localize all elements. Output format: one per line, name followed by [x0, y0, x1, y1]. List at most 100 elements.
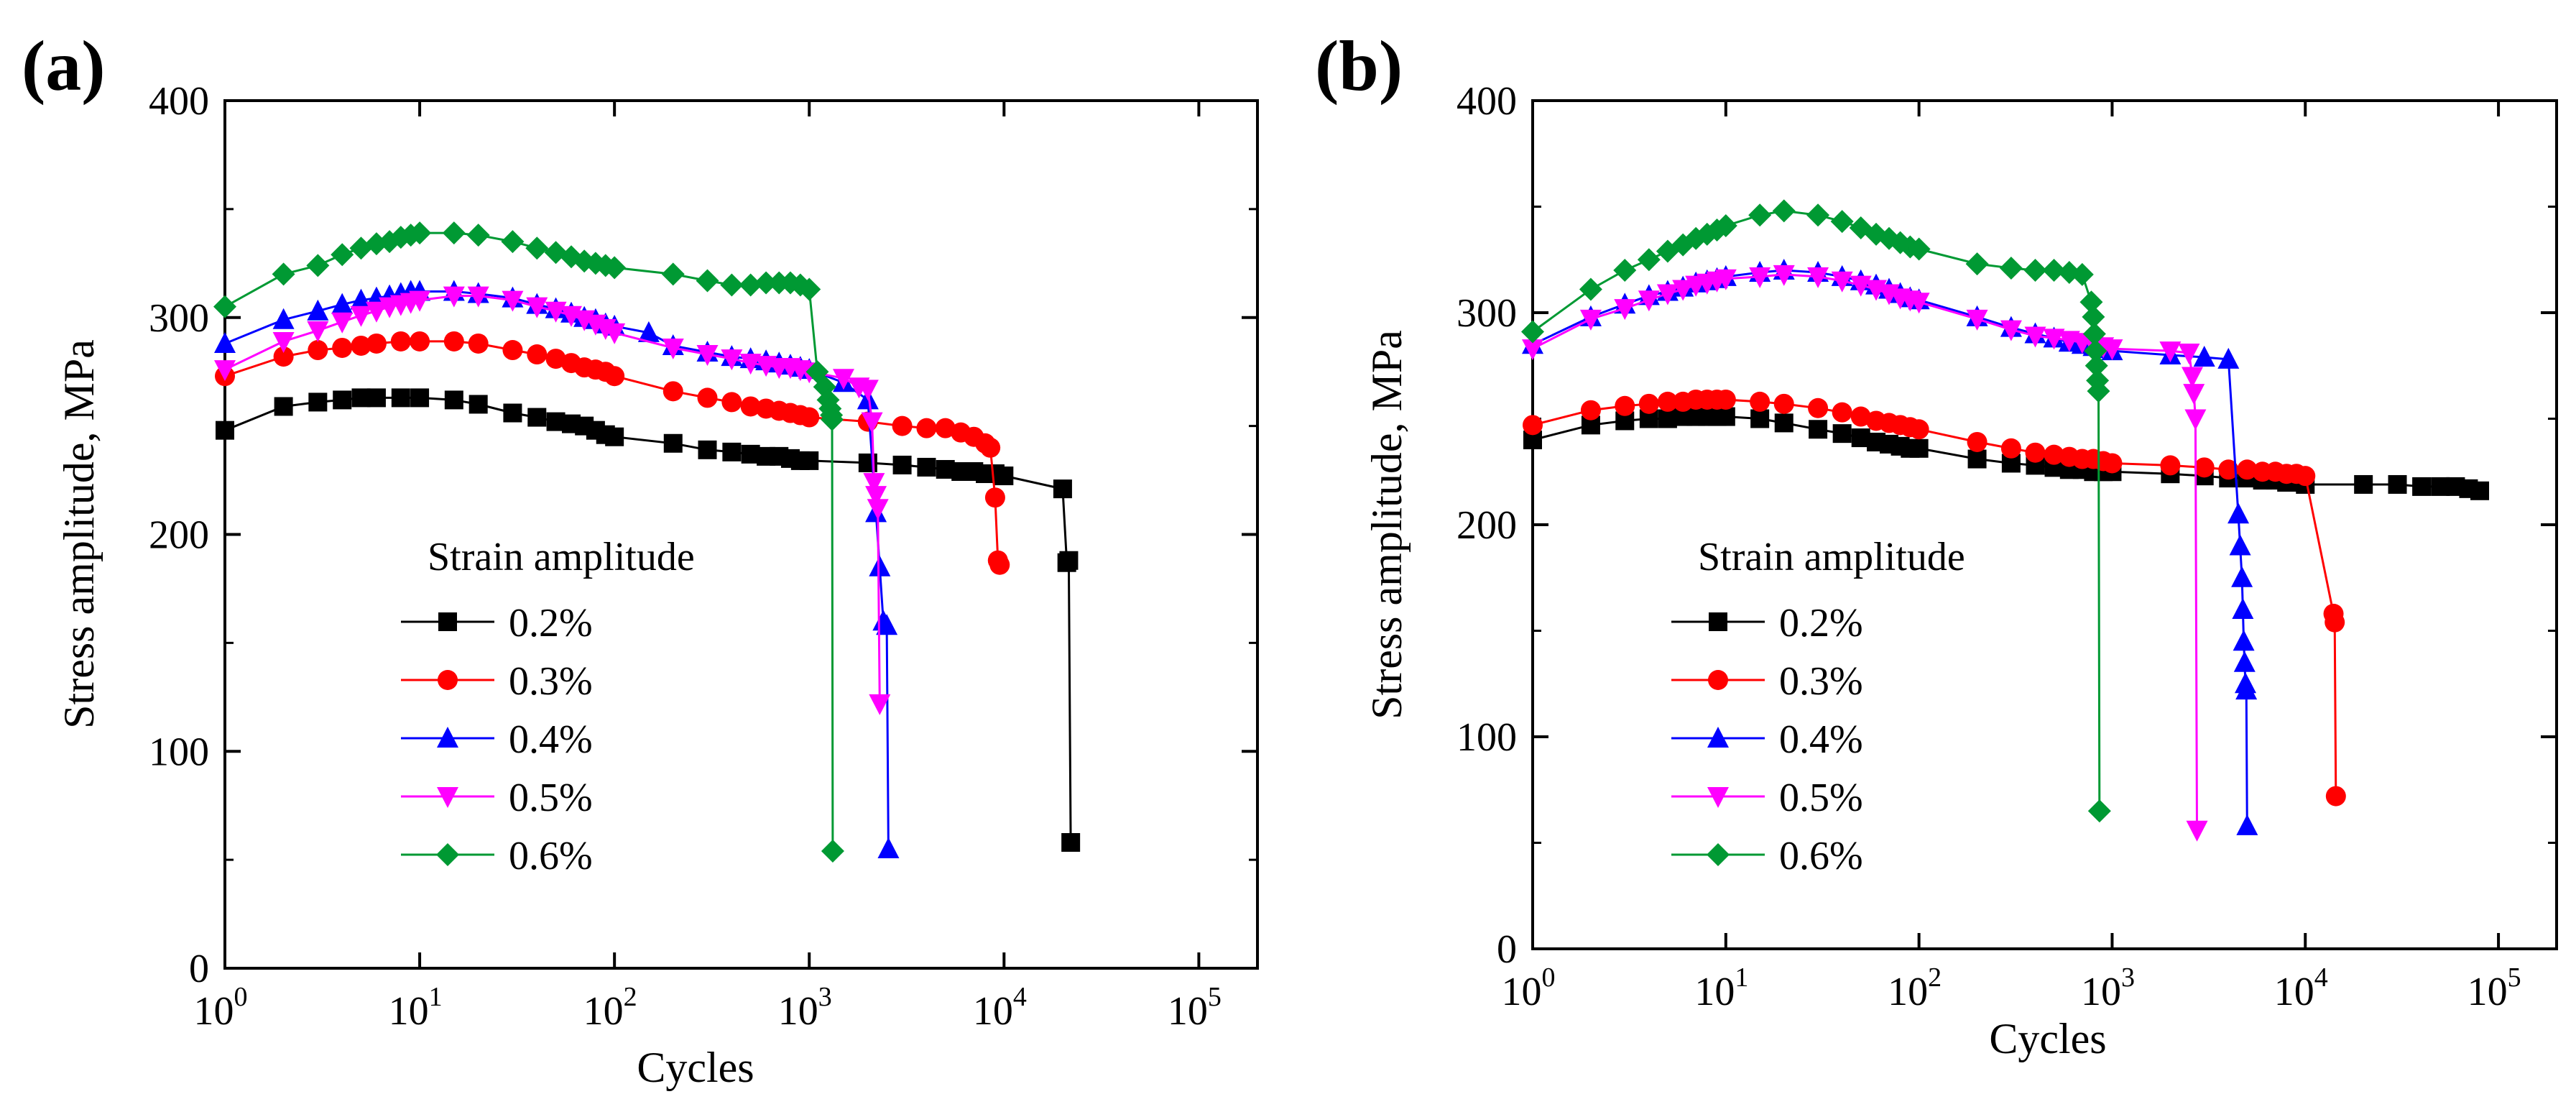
y-ticks-b: 0 100 200 300 400	[1456, 79, 2557, 972]
data-point	[863, 473, 885, 495]
data-point	[1522, 339, 1543, 361]
legend-b: Strain amplitude 0.2% 0.3% 0.4% 0.5% 0.6%	[1671, 535, 1965, 878]
data-point	[272, 308, 295, 329]
data-point	[1909, 438, 1929, 458]
data-point	[527, 344, 548, 365]
legend-label: 0.5%	[509, 776, 593, 820]
data-point	[331, 293, 354, 314]
series-0-5pct	[1522, 265, 2208, 842]
x-tick-base: 10	[778, 989, 818, 1034]
legend-label: 0.3%	[1779, 659, 1863, 704]
series-0-6pct	[213, 221, 844, 863]
data-point	[332, 337, 353, 358]
data-point	[2044, 444, 2064, 465]
panel-label-b: (b)	[1315, 26, 1403, 106]
data-point	[857, 380, 879, 401]
series-0-3pct	[215, 331, 1010, 575]
data-point	[661, 262, 685, 286]
legend-label: 0.5%	[1779, 776, 1863, 820]
x-tick-base: 10	[2467, 970, 2508, 1014]
x-tick-exponent: 5	[1208, 982, 1222, 1012]
x-tick-exponent: 4	[1013, 982, 1027, 1012]
data-point	[2218, 459, 2239, 480]
x-tick-exponent: 3	[818, 982, 832, 1012]
data-point	[366, 333, 387, 354]
legend-item: 0.6%	[401, 834, 593, 878]
y-tick-label: 100	[149, 730, 209, 774]
data-point	[821, 408, 844, 431]
data-point	[307, 321, 329, 342]
data-point	[876, 614, 898, 635]
data-point	[1774, 413, 1793, 433]
data-point	[697, 387, 718, 408]
data-point	[2084, 339, 2108, 363]
data-point	[869, 694, 891, 715]
data-point	[308, 392, 328, 412]
data-point	[1657, 391, 1678, 412]
x-tick-exponent: 0	[1542, 962, 1556, 993]
legend-label: 0.6%	[509, 834, 593, 878]
data-point	[989, 554, 1010, 575]
legend-item: 0.5%	[1671, 776, 1863, 820]
data-point	[721, 392, 742, 413]
data-point	[1579, 309, 1602, 331]
data-point	[214, 331, 236, 353]
data-point	[720, 273, 744, 297]
data-point	[832, 369, 854, 390]
plot-frame-a	[223, 99, 1259, 970]
data-point	[468, 395, 488, 414]
legend-items-b: 0.2% 0.3% 0.4% 0.5% 0.6%	[1671, 601, 1863, 878]
data-point	[306, 254, 330, 277]
data-point	[1806, 203, 1830, 227]
data-point	[443, 331, 464, 351]
data-point	[2231, 566, 2253, 587]
data-point	[331, 312, 354, 334]
series-layer-b	[1521, 199, 2490, 842]
data-point	[1580, 400, 1601, 421]
data-point	[503, 403, 522, 423]
legend-marker	[437, 727, 458, 748]
legend-marker	[1709, 612, 1727, 631]
data-point	[1965, 252, 1989, 276]
series-line	[1532, 398, 2337, 796]
x-tick-label: 104	[2274, 962, 2328, 1014]
legend-item: 0.4%	[401, 717, 593, 762]
data-point	[867, 499, 889, 520]
data-point	[663, 381, 683, 402]
legend-item: 0.6%	[1671, 834, 1863, 878]
data-point	[2295, 466, 2316, 487]
data-point	[2043, 328, 2065, 350]
x-tick-label: 103	[778, 982, 832, 1034]
data-point	[2070, 262, 2094, 286]
x-ticks-b: 100 101 102 103 104 105	[1502, 101, 2521, 1014]
data-point	[1750, 391, 1771, 412]
series-layer-a	[213, 221, 1081, 863]
data-point	[2193, 345, 2215, 367]
data-point	[1656, 284, 1679, 305]
x-tick-label: 101	[389, 982, 443, 1034]
legend-label: 0.4%	[1779, 717, 1863, 762]
x-tick-label: 103	[2081, 962, 2135, 1014]
data-point	[2233, 630, 2255, 651]
data-point	[1716, 407, 1735, 426]
x-tick-label: 105	[1168, 982, 1222, 1034]
x-axis-title-a: Cycles	[637, 1044, 754, 1091]
data-point	[722, 442, 742, 461]
data-point	[721, 349, 743, 371]
data-point	[1967, 431, 1988, 452]
data-point	[935, 418, 956, 438]
y-tick-label: 300	[149, 296, 209, 341]
plot-frame-b	[1531, 99, 2558, 950]
data-point	[214, 360, 236, 382]
data-point	[468, 333, 489, 354]
data-point	[307, 299, 329, 321]
x-tick-base: 10	[973, 989, 1013, 1034]
data-point	[525, 236, 549, 260]
data-point	[2325, 786, 2346, 807]
legend-item: 0.5%	[401, 776, 593, 820]
data-point	[2183, 384, 2205, 405]
data-point	[545, 349, 566, 369]
y-ticks-a: 0 100 200 300 400	[149, 79, 1257, 991]
data-point	[1999, 257, 2023, 280]
